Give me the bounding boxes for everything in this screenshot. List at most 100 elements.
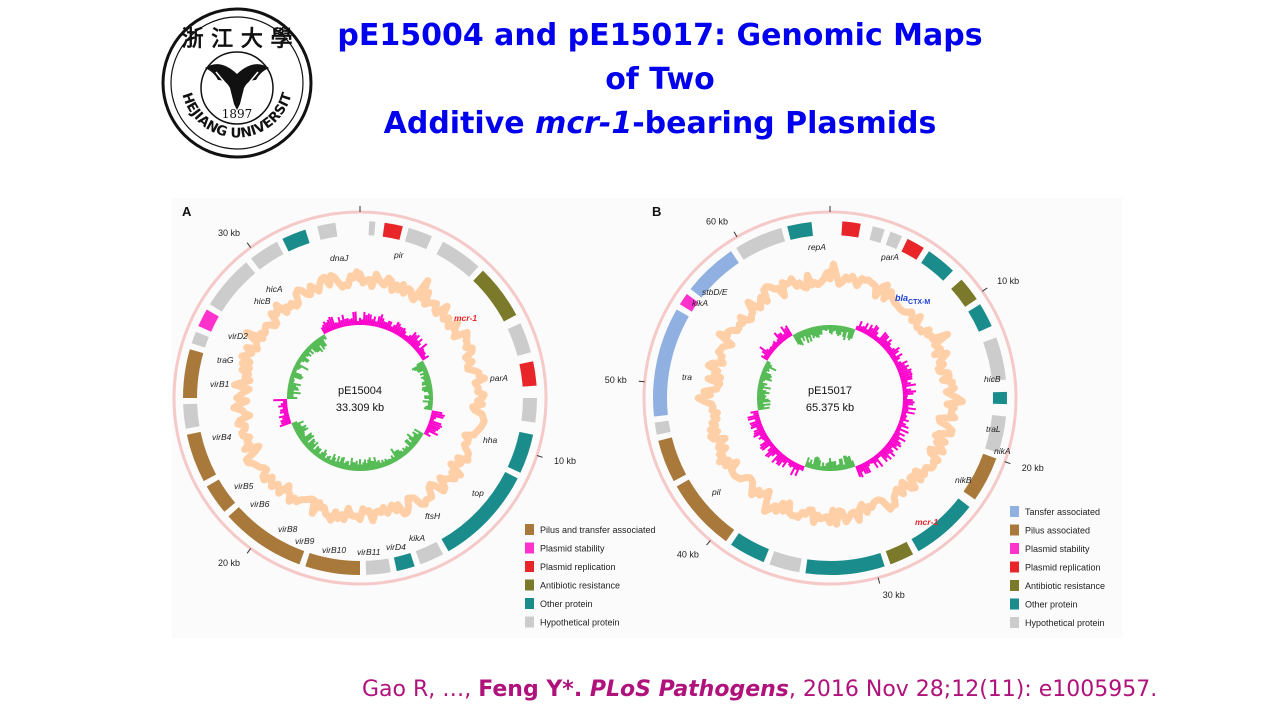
gc-skew-bar: [287, 389, 294, 393]
gc-skew-bar: [288, 381, 301, 387]
gc-skew-bar: [766, 360, 771, 365]
gc-skew-bar: [430, 415, 437, 420]
gc-skew-bar: [780, 326, 790, 339]
gc-skew-bar: [423, 407, 433, 411]
gc-skew-bar: [757, 406, 770, 411]
gc-skew-bar: [758, 433, 768, 440]
gc-skew-bar: [844, 455, 850, 469]
gc-skew-bar: [880, 448, 892, 460]
legend-swatch: [1010, 598, 1019, 610]
gc-skew-bar: [403, 335, 409, 341]
gc-skew-bar: [423, 372, 430, 377]
gc-skew-bar: [321, 324, 328, 334]
gc-skew-bar: [402, 334, 407, 340]
gc-skew-bar: [902, 406, 917, 411]
gc-skew-bar: [761, 370, 772, 377]
gene-label: parA: [489, 373, 508, 383]
gc-skew-bar: [902, 388, 912, 392]
gc-skew-bar: [280, 402, 288, 406]
gc-skew-bar: [768, 348, 774, 353]
plasmid-name: pE15004: [338, 385, 382, 397]
plasmid-map-pe15004: A 0 kb 10 kb 20 kb 30 kb pE15004 33.309 kb pir d…: [172, 198, 656, 628]
gene-segment: [519, 361, 537, 387]
gc-skew-bar: [293, 425, 302, 431]
gc-skew-bar: [425, 405, 433, 409]
legend-item: Plasmid stability: [1025, 544, 1090, 554]
gc-skew-bar: [316, 453, 321, 458]
backbone-ring: [172, 210, 548, 586]
citation: Gao R, …, Feng Y*. PLoS Pathogens, 2016 …: [362, 677, 1157, 702]
gene-segment: [968, 304, 992, 332]
gc-skew-bar: [900, 375, 913, 381]
gc-skew-bar: [900, 377, 913, 382]
gc-skew-bar: [792, 334, 800, 345]
gc-skew-bar: [317, 451, 324, 459]
gc-skew-bar: [806, 328, 813, 342]
gc-skew-bar: [390, 458, 395, 464]
gc-skew-bar: [291, 421, 298, 426]
gc-skew-bar: [295, 362, 309, 371]
legend-item: Hypothetical protein: [540, 618, 620, 628]
gc-skew-bar: [336, 322, 341, 329]
gc-skew-bar: [404, 439, 414, 449]
gc-skew-bar: [344, 318, 348, 327]
gc-skew-bar: [857, 320, 863, 331]
gc-skew-bar: [329, 453, 336, 466]
gc-skew-bar: [838, 458, 843, 471]
legend-item: Other protein: [1025, 600, 1078, 610]
gc-skew-bar: [753, 412, 759, 416]
gc-skew-bar: [322, 334, 328, 340]
gc-skew-bar: [787, 459, 793, 466]
gc-skew-bar: [311, 341, 321, 352]
gc-skew-bar: [302, 351, 309, 357]
gc-skew-bar: [355, 460, 358, 471]
gc-skew-bar: [431, 412, 445, 417]
gc-skew-bar: [412, 435, 420, 442]
gc-skew-bar: [372, 316, 377, 327]
gc-skew-bar: [817, 325, 821, 335]
gc-skew-bar: [759, 431, 767, 437]
gene-label-bla-ctx-m: blaCTX-M: [895, 293, 930, 306]
gc-skew-bar: [345, 460, 350, 470]
gc-skew-bar: [296, 360, 301, 365]
gc-skew-bar: [847, 455, 854, 468]
gc-skew-bar: [757, 400, 771, 403]
gc-skew-bar: [431, 410, 443, 415]
gene-label: pir: [393, 250, 405, 260]
gene-label: mcr-1: [915, 517, 938, 527]
gene-segment: [305, 553, 360, 575]
gene-label: virB5: [234, 481, 254, 491]
gene-segment: [393, 553, 415, 572]
legend-item: Plasmid stability: [540, 544, 605, 554]
gc-skew-bar: [896, 363, 906, 370]
gc-skew-bar: [283, 412, 289, 416]
gene-segment: [963, 453, 997, 500]
gc-skew-bar: [896, 426, 909, 434]
gc-skew-bar: [893, 360, 899, 365]
gc-skew-bar: [837, 464, 841, 471]
gc-skew-bar: [410, 339, 419, 348]
gc-skew-bar: [764, 446, 777, 457]
tick-label: 0 kb: [351, 198, 368, 199]
gc-skew-bar: [365, 462, 369, 471]
gc-skew-bar: [846, 327, 850, 333]
gc-skew-bar: [408, 334, 418, 345]
gene-segment: [206, 479, 236, 512]
gc-skew-bar: [760, 355, 769, 361]
gc-skew-bar: [787, 458, 792, 464]
gc-skew-bar: [873, 335, 879, 341]
gc-skew-bar: [313, 447, 321, 456]
legend-swatch: [525, 579, 534, 591]
gene-segment: [404, 227, 432, 250]
gc-skew-bar: [353, 462, 356, 471]
gc-skew-bar: [338, 457, 344, 469]
gc-skew-bar: [863, 328, 869, 335]
citation-rest: , 2016 Nov 28;12(11): e1005957.: [788, 677, 1158, 702]
gene-segment: [415, 541, 444, 565]
gc-skew-bar: [299, 355, 309, 363]
gc-skew-bar: [346, 317, 350, 327]
gene-segment: [805, 553, 885, 575]
gc-skew-bar: [327, 459, 332, 465]
gc-skew-bar: [811, 457, 817, 470]
gc-skew-bar: [868, 458, 874, 464]
